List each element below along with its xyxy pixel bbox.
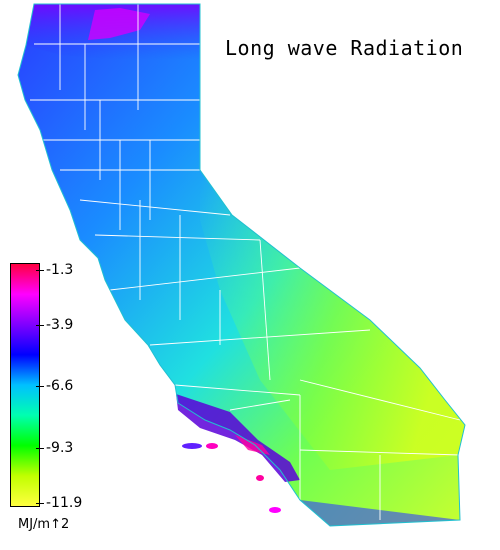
color-scale-bar bbox=[10, 263, 40, 507]
shasta-hotspot bbox=[88, 8, 150, 40]
legend-tick bbox=[36, 325, 44, 326]
legend-tick bbox=[36, 503, 44, 504]
channel-islands bbox=[182, 443, 281, 513]
state-outline bbox=[17, 3, 466, 527]
coastal-hotspot bbox=[235, 435, 270, 455]
legend-tick-label: -1.3 bbox=[46, 262, 74, 278]
legend-tick-label: -9.3 bbox=[46, 440, 74, 456]
desert-zone bbox=[200, 170, 465, 470]
legend-tick bbox=[36, 448, 44, 449]
legend-units: MJ/m↑2 bbox=[18, 517, 70, 532]
legend-tick-label: -3.9 bbox=[46, 317, 74, 333]
map-title: Long wave Radiation bbox=[225, 36, 464, 60]
legend-tick bbox=[36, 270, 44, 271]
legend-tick-label: -11.9 bbox=[46, 495, 83, 511]
county-boundaries bbox=[30, 4, 461, 520]
legend-tick-label: -6.6 bbox=[46, 378, 74, 394]
legend-tick bbox=[36, 386, 44, 387]
